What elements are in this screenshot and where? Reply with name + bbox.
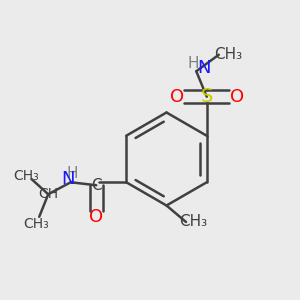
Text: S: S	[201, 87, 213, 106]
Text: CH₃: CH₃	[13, 169, 39, 183]
Text: H: H	[188, 56, 199, 71]
Text: O: O	[89, 208, 103, 226]
Text: CH₃: CH₃	[23, 217, 49, 231]
Text: O: O	[170, 88, 184, 106]
Text: CH₃: CH₃	[214, 47, 242, 62]
Text: CH: CH	[38, 187, 58, 201]
Text: C: C	[91, 178, 101, 193]
Text: N: N	[61, 170, 74, 188]
Text: N: N	[197, 59, 211, 77]
Text: O: O	[230, 88, 244, 106]
Text: CH₃: CH₃	[179, 214, 208, 230]
Text: H: H	[67, 166, 78, 181]
